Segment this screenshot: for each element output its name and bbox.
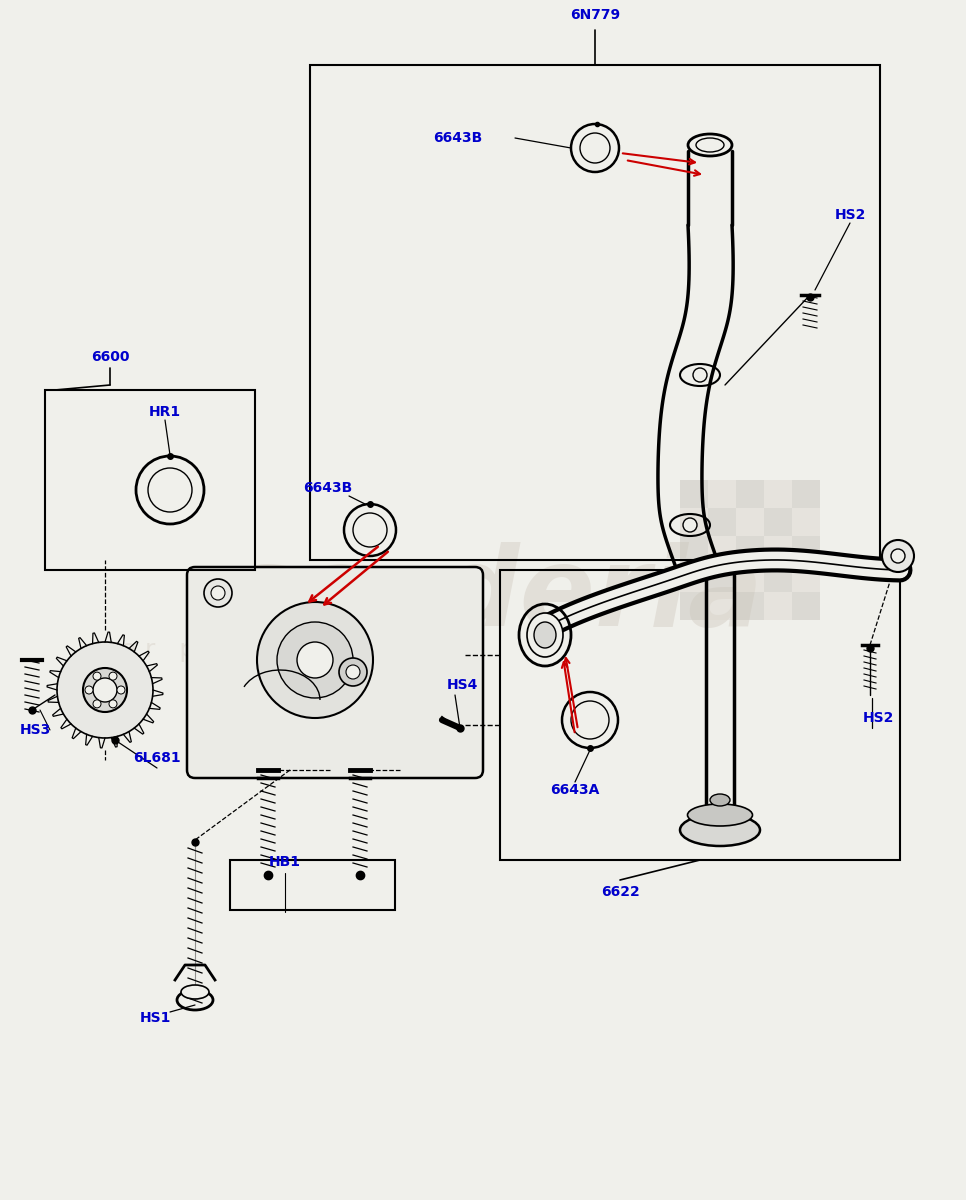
Bar (764, 480, 792, 508)
Circle shape (204, 578, 232, 607)
Bar (792, 508, 820, 536)
Circle shape (297, 642, 333, 678)
Bar (310, 65, 880, 560)
Circle shape (571, 701, 609, 739)
Text: c a r   p a r t s: c a r p a r t s (100, 638, 275, 662)
Circle shape (891, 550, 905, 563)
Ellipse shape (680, 814, 760, 846)
Bar (764, 592, 792, 620)
Bar (736, 480, 764, 508)
Circle shape (277, 622, 353, 698)
Bar (736, 564, 764, 592)
Circle shape (83, 668, 127, 712)
Text: scuderia: scuderia (230, 541, 764, 648)
Ellipse shape (181, 985, 209, 998)
Text: 6L681: 6L681 (133, 751, 181, 766)
Bar (764, 508, 792, 536)
Circle shape (57, 642, 153, 738)
Text: HS4: HS4 (446, 678, 478, 692)
Text: HS1: HS1 (139, 1010, 171, 1025)
Bar (792, 536, 820, 564)
Bar (680, 508, 708, 536)
Text: 6643B: 6643B (303, 481, 353, 494)
Bar (680, 592, 708, 620)
Text: 6600: 6600 (91, 350, 129, 364)
Ellipse shape (688, 804, 753, 826)
Bar (708, 536, 736, 564)
Text: HS2: HS2 (863, 710, 894, 725)
Bar (708, 508, 736, 536)
Ellipse shape (696, 138, 724, 152)
Circle shape (257, 602, 373, 718)
Circle shape (211, 586, 225, 600)
Bar (792, 480, 820, 508)
Bar (708, 480, 736, 508)
Text: 6643A: 6643A (551, 782, 600, 797)
Bar (680, 480, 708, 508)
Circle shape (693, 368, 707, 382)
Ellipse shape (534, 622, 556, 648)
Text: HS3: HS3 (19, 722, 50, 737)
Bar (736, 536, 764, 564)
Text: HR1: HR1 (149, 404, 181, 419)
Circle shape (683, 518, 697, 532)
Bar (736, 592, 764, 620)
Circle shape (339, 658, 367, 686)
Text: 6622: 6622 (601, 886, 639, 899)
Ellipse shape (527, 613, 563, 658)
Bar (764, 564, 792, 592)
Bar (792, 592, 820, 620)
Bar (736, 508, 764, 536)
Circle shape (85, 686, 93, 694)
Circle shape (93, 678, 117, 702)
Circle shape (882, 540, 914, 572)
FancyBboxPatch shape (187, 566, 483, 778)
Text: HS2: HS2 (835, 208, 866, 222)
Circle shape (93, 672, 101, 680)
Circle shape (93, 700, 101, 708)
Text: 6643B: 6643B (434, 131, 483, 145)
Circle shape (148, 468, 192, 512)
Bar (500, 570, 900, 860)
Bar (680, 564, 708, 592)
Circle shape (117, 686, 125, 694)
Bar (708, 592, 736, 620)
Circle shape (353, 514, 387, 547)
Text: HB1: HB1 (269, 854, 301, 869)
Circle shape (109, 700, 117, 708)
Bar (708, 564, 736, 592)
Circle shape (109, 672, 117, 680)
Bar (764, 536, 792, 564)
Text: 6N779: 6N779 (570, 8, 620, 22)
Circle shape (580, 133, 610, 163)
Ellipse shape (710, 794, 730, 806)
Bar (230, 860, 395, 910)
Circle shape (346, 665, 360, 679)
Bar (680, 536, 708, 564)
Bar (45, 390, 255, 570)
Bar (792, 564, 820, 592)
